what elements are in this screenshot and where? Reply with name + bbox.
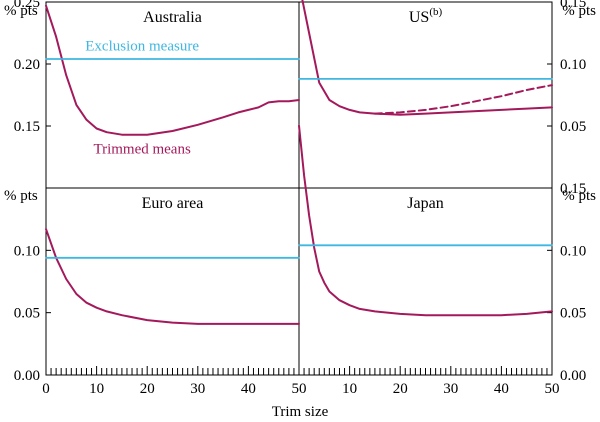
trimmed-means-line-euro-area [45,228,300,325]
series-layer [45,0,553,325]
y-tick-label-australia: 0.25 [14,0,40,11]
x-tick-label-euro-area: 50 [292,381,307,397]
panel-frames [45,1,553,376]
trimmed-means-line-japan [298,124,553,317]
unit-label-mid-left: % pts [4,188,38,204]
x-tick-label-japan: 20 [393,381,408,397]
y-tick-label-japan: 0.05 [560,306,586,322]
x-tick-label-euro-area: 20 [140,381,155,397]
labels-layer: Australia 0.15 0.20 0.25 Exclusion measure Tr… [14,0,587,397]
y-tick-label-euro-area: 0.05 [14,306,40,322]
x-tick-label-japan: 50 [545,381,560,397]
unit-label-top-left: % pts [4,3,38,19]
x-axis-title: Trim size [272,404,329,420]
y-tick-label-us: 0.15 [560,0,586,11]
trimmed-means-line-australia [45,4,300,136]
x-tick-label-japan: 30 [443,381,458,397]
unit-label-mid-right: % pts [562,188,596,204]
panel-title-australia: Australia [143,9,202,26]
panel-title-superscript: (b) [429,6,442,18]
y-tick-label-australia: 0.15 [14,119,40,135]
unit-label-top-right: % pts [562,3,596,19]
annotation-exclusion-measure: Exclusion measure [85,38,199,54]
x-tick-label-japan: 40 [494,381,509,397]
x-tick-label-euro-area: 0 [42,381,50,397]
y-tick-label-japan: 0.10 [560,243,586,259]
panel-title-euro-area: Euro area [142,195,204,212]
x-tick-label-japan: 10 [342,381,357,397]
y-tick-label-australia: 0.20 [14,57,40,73]
y-tick-label-japan: 0.00 [560,368,586,384]
y-tick-label-japan: 0.15 [560,181,586,197]
annotation-trimmed-means: Trimmed means [93,141,191,157]
trimmed-means-line-dashed-us [373,84,553,115]
x-tick-label-euro-area: 10 [89,381,104,397]
y-tick-label-us: 0.10 [560,57,586,73]
axis-ticks [45,1,553,376]
panel-title-japan: Japan [407,195,443,212]
x-tick-label-euro-area: 40 [241,381,256,397]
x-tick-label-euro-area: 30 [190,381,205,397]
y-tick-label-us: 0.05 [560,119,586,135]
y-tick-label-euro-area: 0.00 [14,368,40,384]
panel-title-us: US(b) [409,6,443,26]
y-tick-label-euro-area: 0.10 [14,243,40,259]
